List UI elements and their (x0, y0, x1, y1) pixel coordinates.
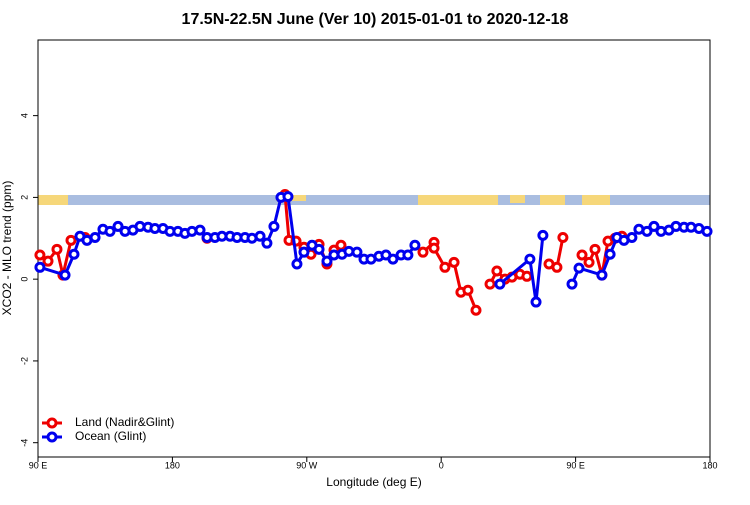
point (59, 269, 71, 281)
point (282, 191, 294, 203)
point (494, 278, 506, 290)
point (491, 265, 503, 277)
point (254, 230, 266, 242)
land-patch (582, 195, 610, 205)
chart-title: 17.5N-22.5N June (Ver 10) 2015-01-01 to … (182, 11, 569, 28)
point (417, 246, 429, 258)
point (521, 270, 533, 282)
point (641, 225, 653, 237)
point (291, 258, 303, 270)
land-patch (38, 195, 68, 205)
point (448, 256, 460, 268)
x-tick-label: 90 E (566, 460, 585, 470)
point (194, 224, 206, 236)
point (701, 225, 713, 237)
y-tick-label: 2 (19, 195, 29, 200)
point (409, 239, 421, 251)
x-tick-label: 90 E (29, 460, 48, 470)
point (104, 225, 116, 237)
x-tick-label: 180 (165, 460, 180, 470)
ocean-band (38, 195, 710, 205)
legend-marker (46, 417, 58, 429)
x-tick-label: 90 W (296, 460, 318, 470)
y-tick-label: 4 (19, 113, 29, 118)
land-patch (418, 195, 498, 205)
point (321, 255, 333, 267)
legend-label: Land (Nadir&Glint) (75, 415, 174, 429)
point (648, 220, 660, 232)
point (576, 249, 588, 261)
point (551, 261, 563, 273)
point (402, 249, 414, 261)
point (530, 296, 542, 308)
point (589, 243, 601, 255)
point (566, 278, 578, 290)
point (583, 256, 595, 268)
point (89, 231, 101, 243)
point (42, 255, 54, 267)
y-tick-label: 0 (19, 277, 29, 282)
point (557, 231, 569, 243)
land-patch (510, 195, 525, 203)
point (34, 261, 46, 273)
y-tick-label: -4 (19, 439, 29, 447)
point (484, 278, 496, 290)
land-patch (540, 195, 565, 205)
point (51, 243, 63, 255)
point (537, 229, 549, 241)
point (112, 220, 124, 232)
point (462, 284, 474, 296)
y-tick-label: -2 (19, 357, 29, 365)
point (596, 269, 608, 281)
legend-label: Ocean (Glint) (75, 429, 146, 443)
point (261, 237, 273, 249)
point (335, 239, 347, 251)
point (439, 261, 451, 273)
point (573, 262, 585, 274)
point (34, 249, 46, 261)
y-axis-label: XCO2 - MLO trend (ppm) (0, 181, 14, 316)
land-ocean-strip (38, 195, 710, 205)
point (470, 304, 482, 316)
point (351, 246, 363, 258)
point (428, 242, 440, 254)
point (524, 253, 536, 265)
x-tick-label: 180 (702, 460, 717, 470)
point (626, 231, 638, 243)
point (313, 243, 325, 255)
plot-frame (37, 39, 711, 458)
x-axis-label: Longitude (deg E) (326, 475, 421, 489)
point (387, 253, 399, 265)
point (298, 246, 310, 258)
legend-marker (46, 431, 58, 443)
point (68, 248, 80, 260)
point (604, 248, 616, 260)
point (65, 234, 77, 246)
x-tick-label: 0 (439, 460, 444, 470)
point (268, 220, 280, 232)
